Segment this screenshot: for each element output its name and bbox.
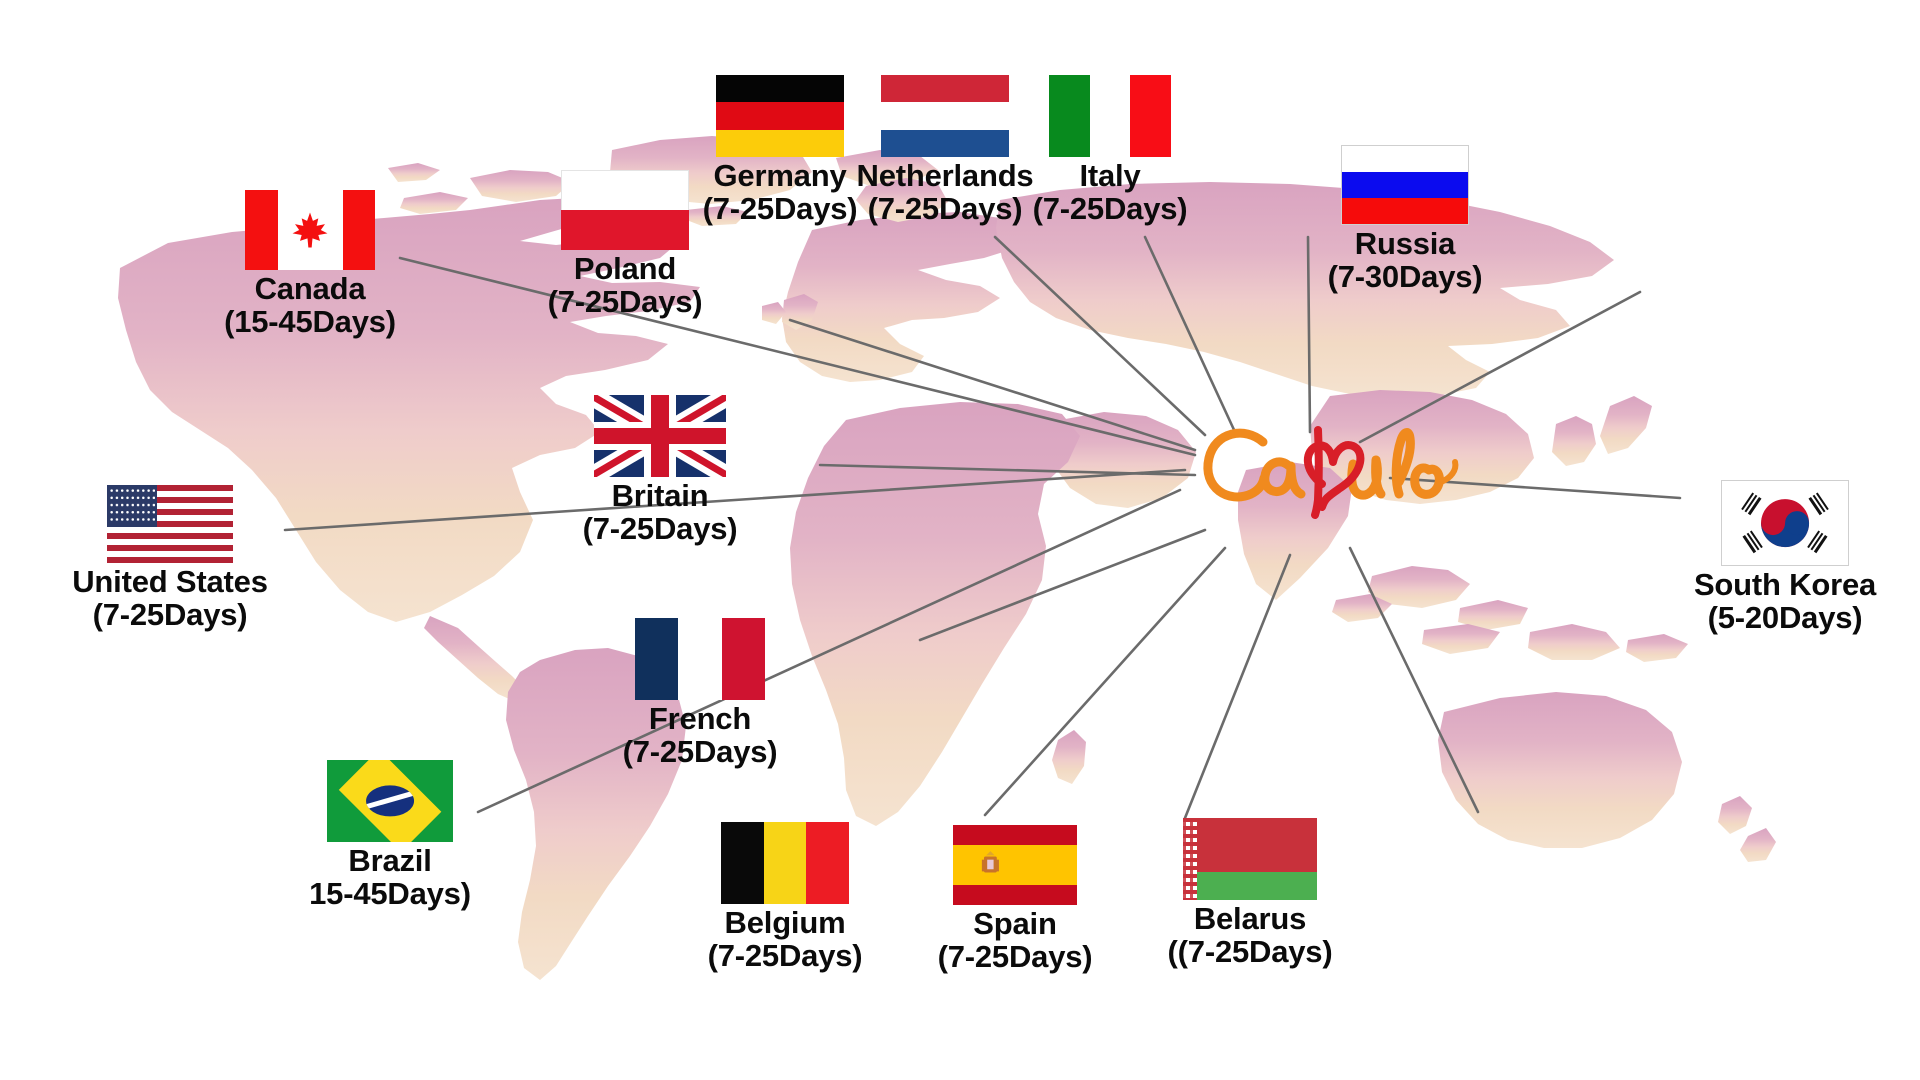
trigram-top-left: [1741, 492, 1763, 516]
spain-coat-of-arms-icon: [981, 851, 999, 873]
flag-canada: [245, 190, 375, 270]
country-poland: Poland (7-25Days): [495, 170, 755, 319]
country-days: ((7-25Days): [1167, 934, 1333, 970]
flag-russia: [1341, 145, 1469, 225]
connector-belarus: [1348, 546, 1480, 814]
country-russia: Russia (7-30Days): [1275, 145, 1535, 294]
connector-french: [918, 528, 1207, 642]
country-french: French (7-25Days): [570, 618, 830, 769]
brand-logo: [1185, 408, 1485, 528]
country-germany: Germany (7-25Days): [655, 75, 905, 226]
belarus-ornament-pattern: [1182, 818, 1198, 900]
connector-belgium: [983, 546, 1227, 817]
flag-belgium: [721, 822, 849, 904]
trigram-bottom-right: [1807, 530, 1829, 554]
country-days: 15-45Days): [309, 876, 471, 912]
connector-united-states: [283, 468, 1187, 532]
country-name: Belgium: [724, 905, 846, 940]
connector-britain: [818, 463, 1197, 477]
maple-leaf-icon: [292, 212, 328, 248]
country-name: French: [648, 701, 752, 736]
country-united-states: United States (7-25Days): [30, 485, 310, 632]
country-days: (7-25Days): [937, 939, 1093, 975]
flag-spain: [953, 825, 1077, 905]
connector-russia: [1358, 290, 1642, 444]
country-name: Britain: [611, 478, 709, 513]
country-days: (5-20Days): [1707, 600, 1863, 636]
country-days: (7-25Days): [92, 597, 248, 633]
country-name: Italy: [1079, 158, 1141, 193]
country-days: (7-25Days): [1032, 191, 1188, 227]
country-canada: Canada (15-45Days): [180, 190, 440, 339]
country-spain: Spain (7-25Days): [880, 825, 1150, 974]
flag-belarus: [1182, 818, 1318, 900]
flag-south-korea: [1721, 480, 1849, 566]
country-days: (7-25Days): [702, 191, 858, 227]
flag-united-states: [107, 485, 233, 563]
connector-spain: [1183, 553, 1292, 820]
country-days: (7-25Days): [867, 191, 1023, 227]
country-days: (7-30Days): [1327, 259, 1483, 295]
country-name: Netherlands: [856, 158, 1034, 193]
flag-italy: [1049, 75, 1171, 157]
country-name: Canada: [254, 271, 366, 306]
country-days: (7-25Days): [547, 284, 703, 320]
flag-poland: [561, 170, 689, 250]
connector-italy: [1306, 235, 1312, 434]
country-days: (7-25Days): [707, 938, 863, 974]
country-britain: Britain (7-25Days): [530, 395, 790, 546]
brand-script-strokes: [1203, 428, 1459, 502]
country-name: Poland: [573, 251, 677, 286]
country-name: Belarus: [1193, 901, 1307, 936]
flag-brazil: [327, 760, 453, 842]
country-name: Germany: [713, 158, 847, 193]
country-netherlands: Netherlands (7-25Days): [810, 75, 1080, 226]
country-name: South Korea: [1693, 567, 1877, 602]
country-south-korea: South Korea (5-20Days): [1655, 480, 1915, 635]
brand-heart-icon: [1303, 426, 1365, 519]
flag-germany: [716, 75, 844, 157]
country-name: United States: [72, 564, 268, 599]
country-name: Spain: [973, 906, 1057, 941]
country-belarus: Belarus ((7-25Days): [1115, 818, 1385, 969]
flag-france: [635, 618, 765, 700]
flag-netherlands: [881, 75, 1009, 157]
country-brazil: Brazil 15-45Days): [265, 760, 515, 911]
trigram-top-right: [1807, 492, 1829, 516]
connector-germany: [993, 235, 1207, 437]
country-name: Brazil: [348, 843, 432, 878]
country-name: Russia: [1354, 226, 1456, 261]
country-italy: Italy (7-25Days): [985, 75, 1235, 226]
connector-brazil: [476, 488, 1182, 814]
country-days: (7-25Days): [622, 734, 778, 770]
flag-britain: [594, 395, 726, 477]
country-belgium: Belgium (7-25Days): [650, 822, 920, 973]
connector-canada: [398, 256, 1197, 457]
trigram-bottom-left: [1741, 530, 1763, 554]
country-days: (15-45Days): [224, 304, 396, 340]
connector-poland: [788, 318, 1197, 452]
connector-netherlands: [1143, 235, 1237, 434]
country-days: (7-25Days): [582, 511, 738, 547]
